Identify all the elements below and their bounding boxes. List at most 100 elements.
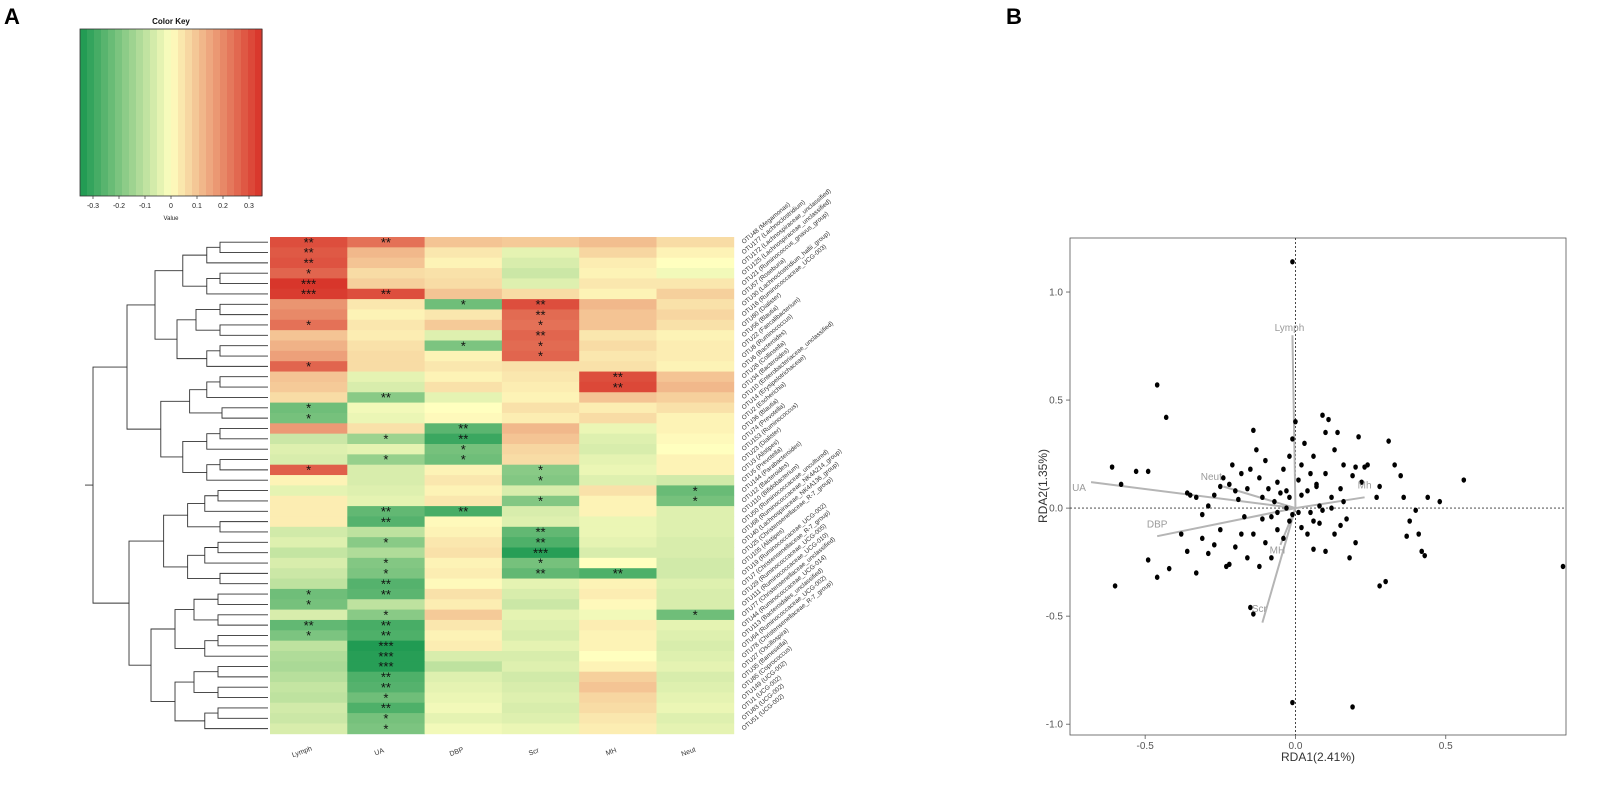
heatmap-cell (424, 651, 503, 662)
color-key-strip (87, 29, 95, 196)
significance-star: *** (301, 276, 316, 291)
heatmap-cell (579, 485, 657, 497)
sample-point (1308, 509, 1313, 516)
heatmap-cell (656, 444, 735, 455)
heatmap-cell (347, 526, 425, 538)
sample-point (1359, 479, 1364, 485)
sample-point (1398, 472, 1403, 479)
heatmap-column-label: Lymph (291, 746, 313, 760)
sample-point (1266, 485, 1271, 492)
sample-point (1205, 550, 1211, 557)
heatmap-cell (656, 495, 735, 507)
heatmap-cell (270, 630, 348, 642)
dendrogram-branch (187, 554, 220, 579)
heatmap-cell (656, 475, 735, 486)
heatmap-cell (347, 671, 425, 683)
heatmap-cell (656, 299, 735, 310)
heatmap-cell (501, 702, 580, 714)
heatmap-cell (424, 340, 503, 352)
heatmap-cell (347, 444, 425, 455)
heatmap-cell (347, 299, 425, 310)
heatmap-cell (656, 640, 735, 652)
heatmap-cell (270, 423, 348, 435)
heatmap-cell (579, 619, 657, 631)
heatmap-cell (424, 309, 503, 321)
heatmap-cell (656, 537, 735, 548)
heatmap-cell (347, 547, 425, 559)
heatmap-cell (270, 640, 348, 652)
heatmap-cell (424, 319, 503, 331)
heatmap-cell (579, 547, 657, 559)
sample-point (1193, 570, 1199, 576)
color-key-tick-label: -0.1 (139, 203, 151, 210)
heatmap-cell (656, 485, 735, 497)
significance-star: ** (304, 618, 314, 633)
sample-point (1311, 453, 1316, 459)
sample-point (1269, 514, 1274, 520)
heatmap-cell (270, 319, 348, 331)
heatmap-cell (270, 588, 348, 600)
color-key-tick-label: 0.1 (192, 203, 202, 210)
significance-star: ** (381, 680, 391, 695)
significance-star: ** (381, 587, 391, 602)
y-tick-label: 1.0 (1049, 288, 1063, 299)
heatmap-cell (579, 319, 657, 331)
heatmap-cell (656, 257, 735, 269)
heatmap-cell (579, 692, 657, 704)
vector-label: Neut (1201, 472, 1222, 483)
significance-star: *** (378, 649, 393, 664)
dendrogram-branch (219, 324, 268, 336)
heatmap-cell (501, 371, 580, 383)
color-key-strip (164, 29, 172, 196)
sample-point (1332, 447, 1337, 453)
heatmap-cell (347, 485, 425, 497)
sample-point (1338, 522, 1343, 529)
significance-star: ** (381, 514, 391, 529)
panel-label-b: B (1006, 4, 1022, 29)
dendrogram-branch (154, 270, 183, 340)
heatmap-cell (270, 257, 348, 269)
significance-star: ** (381, 576, 391, 591)
heatmap-cell (347, 537, 425, 548)
heatmap-cell (270, 392, 348, 403)
heatmap-cell (347, 578, 425, 590)
dendrogram-branch (219, 428, 268, 440)
heatmap-cell (656, 599, 735, 610)
heatmap-cell (579, 237, 657, 248)
dendrogram-branch (217, 490, 268, 502)
heatmap-cell (579, 412, 657, 424)
sample-points (1109, 259, 1566, 710)
heatmap-cell (270, 537, 348, 548)
heatmap-cell (656, 547, 735, 559)
sample-point (1163, 414, 1169, 421)
heatmap-cell (501, 609, 580, 621)
significance-star: * (306, 463, 311, 478)
env-vector (1090, 481, 1296, 510)
heatmap-cell (270, 444, 348, 455)
dendrogram-branch (128, 540, 164, 666)
heatmap-row-labels: OTU48 (Megamonas)OTU177 (Lachnoclostridi… (741, 188, 844, 732)
sample-point (1350, 472, 1355, 479)
heatmap-column-label: Scr (528, 747, 541, 757)
sample-point (1236, 496, 1241, 503)
heatmap-cell (656, 402, 735, 414)
sample-point (1275, 479, 1280, 485)
sample-point (1275, 527, 1280, 533)
sample-point (1329, 494, 1334, 501)
sample-point (1344, 516, 1349, 522)
heatmap-cell (579, 495, 657, 507)
color-key-strip (94, 29, 102, 196)
heatmap-cell (424, 640, 503, 652)
vector-label: Mh (1358, 481, 1372, 492)
heatmap-cell (347, 247, 425, 259)
significance-star: * (538, 338, 543, 353)
sample-point (1290, 436, 1295, 442)
color-key-strip (136, 29, 144, 196)
significance-star: ** (458, 432, 468, 447)
significance-star: *** (301, 287, 316, 302)
sample-point (1308, 470, 1313, 477)
heatmap-cell (347, 506, 425, 517)
heatmap-cell (424, 350, 503, 362)
heatmap-cell (579, 268, 657, 279)
dendrogram-branch (206, 464, 268, 481)
